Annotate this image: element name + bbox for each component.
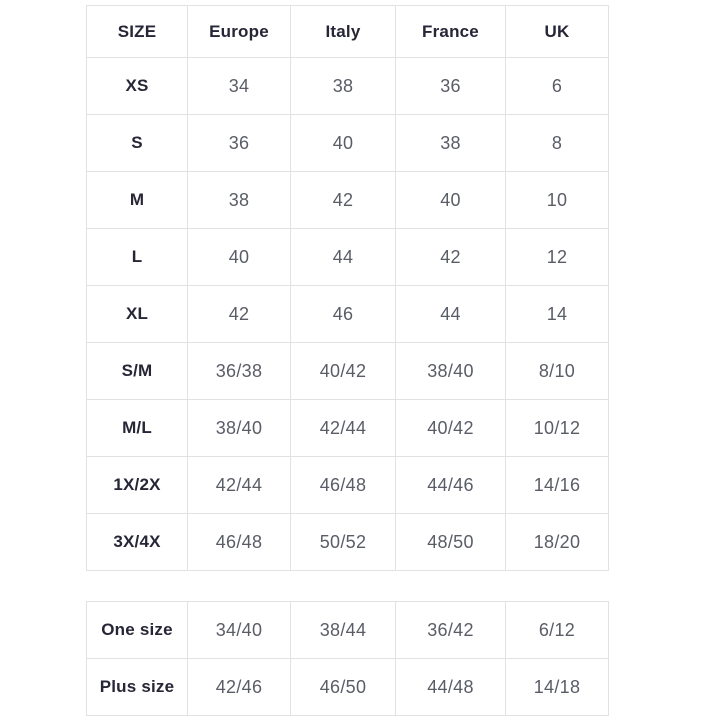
size-conversion-table: SIZE Europe Italy France UK XS 34 38 36 … xyxy=(86,5,609,571)
value-cell: 46/48 xyxy=(290,456,396,514)
size-label-cell: 1X/2X xyxy=(86,456,188,514)
value-cell: 46 xyxy=(290,285,396,343)
value-cell: 18/20 xyxy=(505,513,609,571)
value-cell: 38/40 xyxy=(187,399,291,457)
header-cell-france: France xyxy=(395,5,506,58)
value-cell: 40 xyxy=(290,114,396,172)
value-cell: 36 xyxy=(395,57,506,115)
value-cell: 10 xyxy=(505,171,609,229)
table-row: 3X/4X 46/48 50/52 48/50 18/20 xyxy=(86,513,609,571)
value-cell: 14 xyxy=(505,285,609,343)
value-cell: 34 xyxy=(187,57,291,115)
value-cell: 8 xyxy=(505,114,609,172)
table-row: M/L 38/40 42/44 40/42 10/12 xyxy=(86,399,609,457)
header-cell-italy: Italy xyxy=(290,5,396,58)
value-cell: 8/10 xyxy=(505,342,609,400)
size-label-cell: S xyxy=(86,114,188,172)
value-cell: 42 xyxy=(395,228,506,286)
size-label-cell: M/L xyxy=(86,399,188,457)
value-cell: 44/46 xyxy=(395,456,506,514)
value-cell: 44 xyxy=(290,228,396,286)
table-row: S/M 36/38 40/42 38/40 8/10 xyxy=(86,342,609,400)
value-cell: 44 xyxy=(395,285,506,343)
value-cell: 40 xyxy=(187,228,291,286)
value-cell: 38/44 xyxy=(290,601,396,659)
value-cell: 38 xyxy=(290,57,396,115)
value-cell: 14/16 xyxy=(505,456,609,514)
value-cell: 46/48 xyxy=(187,513,291,571)
value-cell: 46/50 xyxy=(290,658,396,716)
value-cell: 40 xyxy=(395,171,506,229)
value-cell: 10/12 xyxy=(505,399,609,457)
table-header-row: SIZE Europe Italy France UK xyxy=(86,5,609,58)
value-cell: 44/48 xyxy=(395,658,506,716)
size-label-cell: XL xyxy=(86,285,188,343)
value-cell: 12 xyxy=(505,228,609,286)
table-row: L 40 44 42 12 xyxy=(86,228,609,286)
header-cell-uk: UK xyxy=(505,5,609,58)
value-cell: 38/40 xyxy=(395,342,506,400)
value-cell: 42/46 xyxy=(187,658,291,716)
value-cell: 34/40 xyxy=(187,601,291,659)
size-label-cell: XS xyxy=(86,57,188,115)
table-row: M 38 42 40 10 xyxy=(86,171,609,229)
special-sizes-table: One size 34/40 38/44 36/42 6/12 Plus siz… xyxy=(86,601,609,716)
value-cell: 42 xyxy=(290,171,396,229)
table-row: Plus size 42/46 46/50 44/48 14/18 xyxy=(86,658,609,716)
value-cell: 48/50 xyxy=(395,513,506,571)
size-label-cell: 3X/4X xyxy=(86,513,188,571)
table-row: One size 34/40 38/44 36/42 6/12 xyxy=(86,601,609,659)
value-cell: 42 xyxy=(187,285,291,343)
value-cell: 38 xyxy=(395,114,506,172)
table-row: XL 42 46 44 14 xyxy=(86,285,609,343)
value-cell: 42/44 xyxy=(187,456,291,514)
table-row: XS 34 38 36 6 xyxy=(86,57,609,115)
value-cell: 38 xyxy=(187,171,291,229)
table-row: 1X/2X 42/44 46/48 44/46 14/16 xyxy=(86,456,609,514)
value-cell: 36/42 xyxy=(395,601,506,659)
value-cell: 36/38 xyxy=(187,342,291,400)
value-cell: 14/18 xyxy=(505,658,609,716)
value-cell: 6 xyxy=(505,57,609,115)
size-label-cell: L xyxy=(86,228,188,286)
value-cell: 40/42 xyxy=(290,342,396,400)
size-label-cell: Plus size xyxy=(86,658,188,716)
value-cell: 6/12 xyxy=(505,601,609,659)
value-cell: 40/42 xyxy=(395,399,506,457)
size-label-cell: M xyxy=(86,171,188,229)
header-cell-size: SIZE xyxy=(86,5,188,58)
value-cell: 42/44 xyxy=(290,399,396,457)
value-cell: 36 xyxy=(187,114,291,172)
header-cell-europe: Europe xyxy=(187,5,291,58)
size-label-cell: One size xyxy=(86,601,188,659)
size-label-cell: S/M xyxy=(86,342,188,400)
value-cell: 50/52 xyxy=(290,513,396,571)
table-row: S 36 40 38 8 xyxy=(86,114,609,172)
